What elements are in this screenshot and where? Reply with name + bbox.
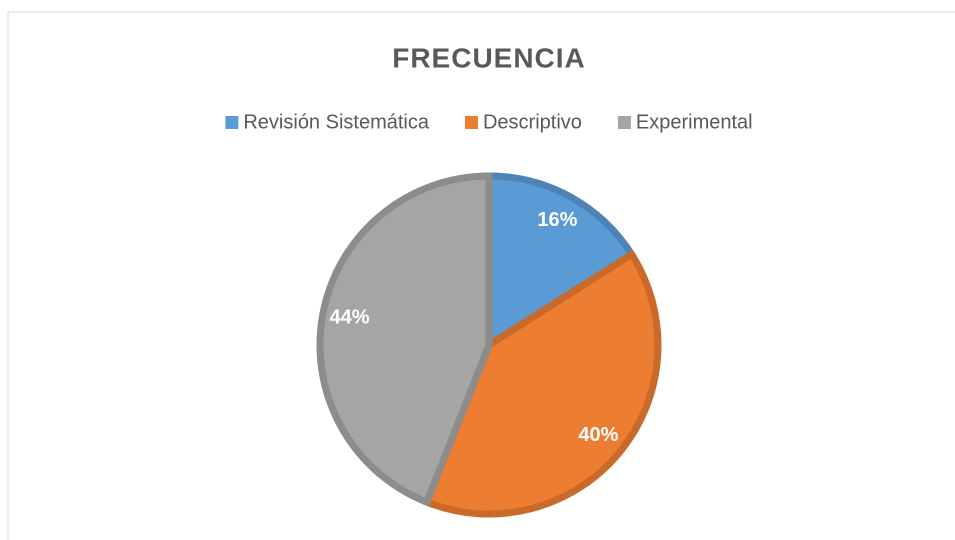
data-label: 16% — [537, 209, 577, 231]
legend-swatch — [225, 116, 239, 129]
chart-title: FRECUENCIA — [392, 42, 586, 73]
pie-slice — [316, 172, 493, 507]
legend: Revisión Sistemática Descriptivo Experimen… — [225, 111, 753, 133]
data-label: 44% — [329, 307, 369, 329]
pie-slice — [485, 172, 637, 352]
legend-label: Revisión Sistemática — [243, 111, 430, 133]
legend-swatch — [464, 116, 478, 129]
legend-label: Experimental — [636, 111, 753, 133]
data-label: 40% — [578, 424, 618, 446]
legend-label: Descriptivo — [483, 111, 582, 133]
chart-frame — [7, 11, 955, 540]
pie-slice — [422, 249, 662, 518]
legend-swatch — [617, 116, 631, 129]
